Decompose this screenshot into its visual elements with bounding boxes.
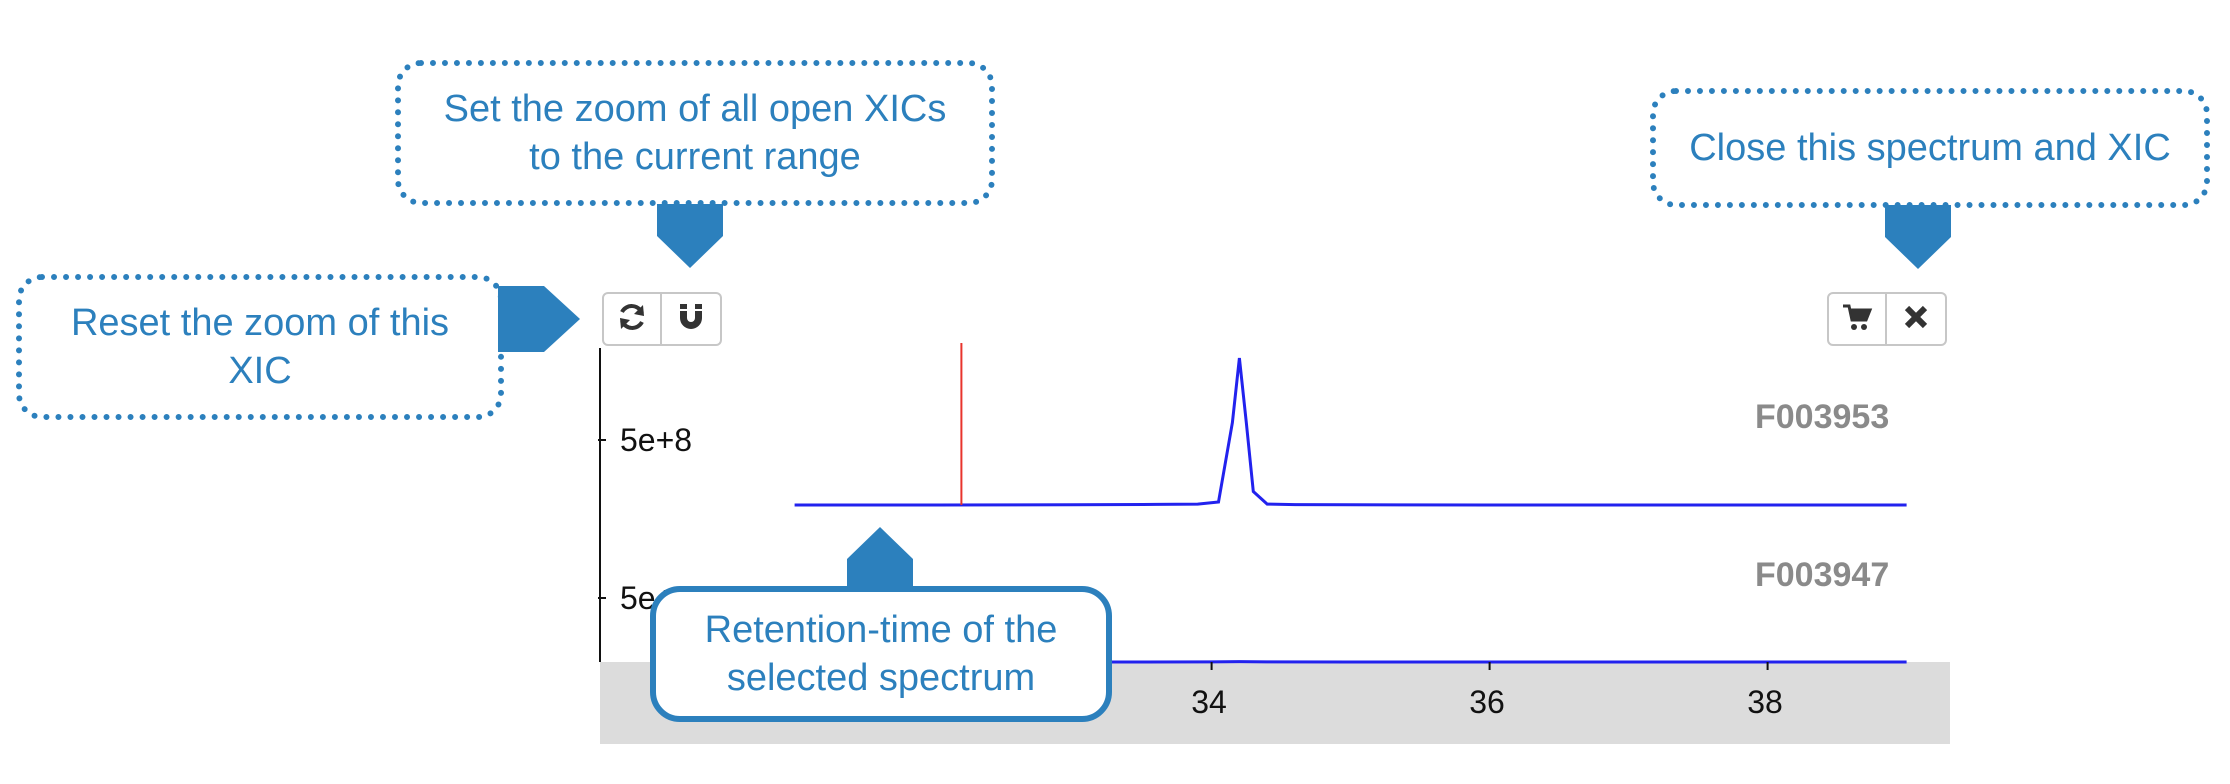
magnet-icon: [674, 300, 708, 339]
x-tick-label-34: 34: [1191, 684, 1227, 720]
retention-callout: Retention-time of the selected spectrum: [650, 586, 1112, 722]
set-zoom-all-callout: Set the zoom of all open XICs to the cur…: [395, 60, 995, 206]
reset-zoom-button[interactable]: [602, 292, 662, 346]
refresh-icon: [615, 300, 649, 339]
set-zoom-all-callout-line1: Set the zoom of all open XICs: [443, 88, 947, 130]
cart-button[interactable]: [1827, 292, 1887, 346]
close-callout: Close this spectrum and XIC: [1650, 88, 2210, 208]
x-tick-label-36: 36: [1469, 684, 1505, 720]
plot-label-1: F003953: [1755, 398, 1890, 436]
reset-zoom-callout: Reset the zoom of this XIC: [16, 274, 504, 420]
retention-callout-line1: Retention-time of the: [704, 609, 1058, 651]
set-zoom-all-callout-line2: to the current range: [529, 136, 861, 178]
y-tick-label-1: 5e+8: [620, 422, 693, 458]
set-zoom-all-callout-arrow: [657, 204, 723, 268]
retention-callout-arrow: [847, 527, 913, 593]
close-button[interactable]: [1887, 292, 1947, 346]
reset-zoom-callout-line2: XIC: [228, 350, 292, 392]
close-icon: [1901, 302, 1931, 337]
y-tick-mark-1: [598, 439, 606, 441]
xic-trace-1: [794, 357, 1907, 507]
plot-label-2: F003947: [1755, 556, 1890, 594]
reset-zoom-callout-arrow: [498, 286, 580, 352]
x-tick-label-38: 38: [1747, 684, 1783, 720]
close-callout-line1: Close this spectrum and XIC: [1689, 127, 2171, 169]
reset-zoom-callout-line1: Reset the zoom of this: [70, 302, 450, 344]
y-tick-mark-2: [598, 597, 606, 599]
cart-icon: [1840, 300, 1874, 339]
set-zoom-all-button[interactable]: [662, 292, 722, 346]
xic-toolbar-right: [1827, 292, 1947, 346]
retention-callout-line2: selected spectrum: [726, 657, 1036, 699]
xic-toolbar-left: [602, 292, 722, 346]
close-callout-arrow: [1885, 205, 1951, 269]
